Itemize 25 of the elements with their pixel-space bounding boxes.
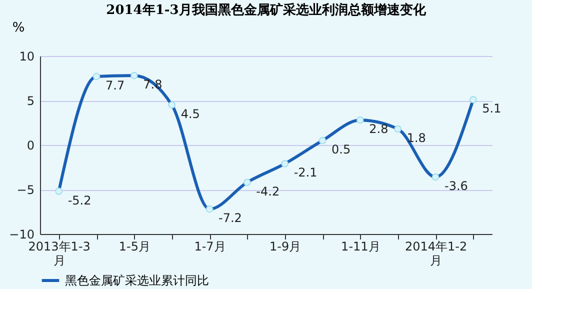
- x-tick-label: 2013年1-3月: [28, 240, 90, 268]
- x-tick-label: 1-11月: [341, 240, 380, 254]
- x-tick-label: 2014年1-2月: [404, 240, 468, 268]
- data-label: -2.1: [294, 166, 318, 180]
- x-tick-label: 1-9月: [270, 240, 302, 254]
- x-tick-label: 1-5月: [118, 240, 150, 254]
- y-tick-label: −5: [16, 183, 34, 197]
- y-tick-label: −10: [9, 228, 34, 242]
- y-axis-title: %: [12, 20, 25, 36]
- x-tick-label: 1-7月: [194, 240, 226, 254]
- data-label: 4.5: [180, 106, 200, 121]
- data-label: -7.2: [218, 211, 242, 226]
- legend-label: 黑色金属矿采选业累计同比: [65, 274, 209, 288]
- y-tick-label: 10: [19, 50, 34, 64]
- data-label: 5.1: [482, 102, 502, 116]
- y-tick-label: 5: [26, 94, 34, 108]
- data-label: 2.8: [369, 122, 388, 136]
- y-tick-label: 0: [26, 138, 34, 152]
- data-label: 7.7: [106, 78, 125, 92]
- data-label: 1.8: [406, 130, 426, 145]
- chart-title: 2014年1-3月我国黑色金属矿采选业利润总额增速变化: [106, 2, 427, 18]
- data-label: 0.5: [332, 142, 351, 157]
- data-label: -3.6: [444, 179, 468, 194]
- data-label: -4.2: [256, 184, 280, 198]
- data-label: -5.2: [68, 193, 92, 208]
